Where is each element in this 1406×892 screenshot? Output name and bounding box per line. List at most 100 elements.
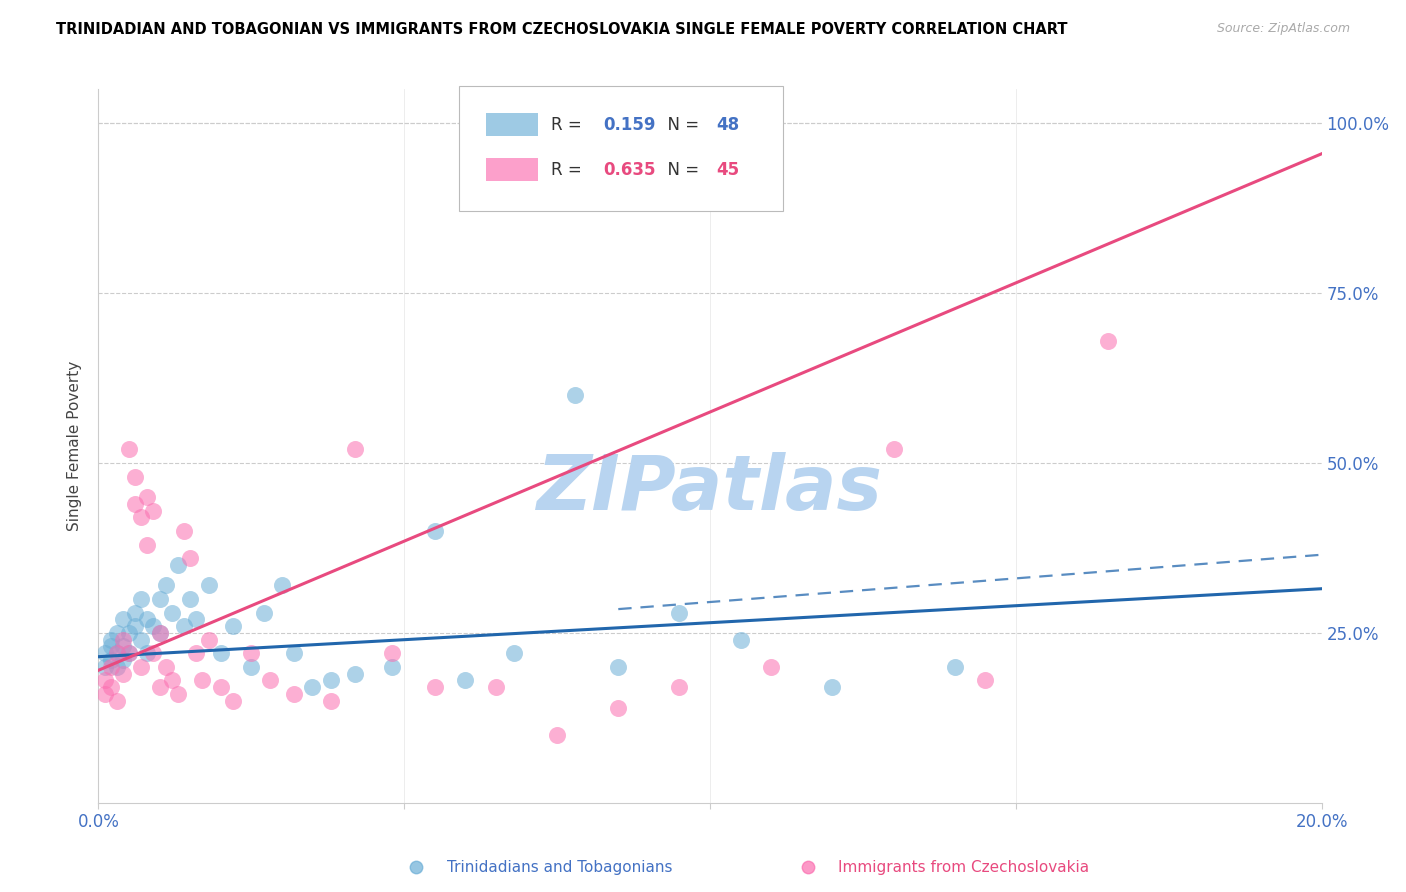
Point [607,700,630,714]
Text: 0.635: 0.635 [603,161,657,178]
Point [197,632,219,647]
Point [118,646,141,660]
Point [423,680,446,694]
Point [124,469,146,483]
Text: Immigrants from Czechoslovakia: Immigrants from Czechoslovakia [838,860,1090,874]
Point [160,673,183,688]
Point [100,632,122,647]
Text: 48: 48 [716,116,740,134]
Point [503,646,526,660]
Point [209,646,232,660]
Point [105,646,128,660]
Point [118,442,141,457]
Point [136,612,159,626]
Point [111,632,134,647]
Point [344,442,367,457]
Point [546,728,568,742]
Point [149,626,172,640]
Bar [486,113,537,136]
Text: 45: 45 [716,161,740,178]
Point [381,646,404,660]
Point [173,619,195,633]
Point [111,612,134,626]
Point [167,687,190,701]
Point [93,673,115,688]
Point [259,673,281,688]
Point [149,626,172,640]
Text: R =: R = [551,161,588,178]
Point [759,660,782,674]
Point [270,578,292,592]
Point [240,646,263,660]
Point [222,619,245,633]
Text: Trinidadians and Tobagonians: Trinidadians and Tobagonians [447,860,672,874]
Point [100,680,122,694]
Point [319,673,342,688]
Point [943,660,966,674]
Point [129,632,152,647]
Point [149,591,172,606]
Point [668,606,690,620]
Point [93,646,115,660]
Point [381,660,404,674]
Point [730,632,752,647]
Y-axis label: Single Female Poverty: Single Female Poverty [67,361,83,531]
FancyBboxPatch shape [460,86,783,211]
Point [100,640,122,654]
Point [155,578,177,592]
Point [105,626,128,640]
Point [136,646,159,660]
Point [93,660,115,674]
Point [344,666,367,681]
Point [607,660,630,674]
Point [179,591,201,606]
Point [105,660,128,674]
Point [821,680,844,694]
Point [129,591,152,606]
Point [105,694,128,708]
Point [186,646,208,660]
Point [105,646,128,660]
Point [155,660,177,674]
Point [124,619,146,633]
Point [252,606,274,620]
Point [129,510,152,524]
Point [209,680,232,694]
Point [118,646,141,660]
Point [93,687,115,701]
Point [222,694,245,708]
Point [179,551,201,566]
Text: 0.159: 0.159 [603,116,657,134]
Point [283,687,305,701]
Text: TRINIDADIAN AND TOBAGONIAN VS IMMIGRANTS FROM CZECHOSLOVAKIA SINGLE FEMALE POVER: TRINIDADIAN AND TOBAGONIAN VS IMMIGRANTS… [56,22,1067,37]
Point [240,660,263,674]
Point [974,673,997,688]
Point [883,442,905,457]
Point [191,673,214,688]
Point [136,490,159,504]
Point [111,640,134,654]
Text: ZIPatlas: ZIPatlas [537,452,883,525]
Point [111,666,134,681]
Point [173,524,195,538]
Point [485,680,508,694]
Point [118,626,141,640]
Point [149,680,172,694]
Point [142,646,165,660]
Point [142,503,165,517]
Point [423,524,446,538]
Text: R =: R = [551,116,588,134]
Point [454,673,477,688]
Point [142,619,165,633]
Point [100,653,122,667]
Point [167,558,190,572]
Point [197,578,219,592]
Point [1097,334,1119,348]
Point [319,694,342,708]
Text: N =: N = [658,116,704,134]
Point [124,606,146,620]
Point [668,680,690,694]
Point [283,646,305,660]
Point [186,612,208,626]
Point [136,537,159,551]
